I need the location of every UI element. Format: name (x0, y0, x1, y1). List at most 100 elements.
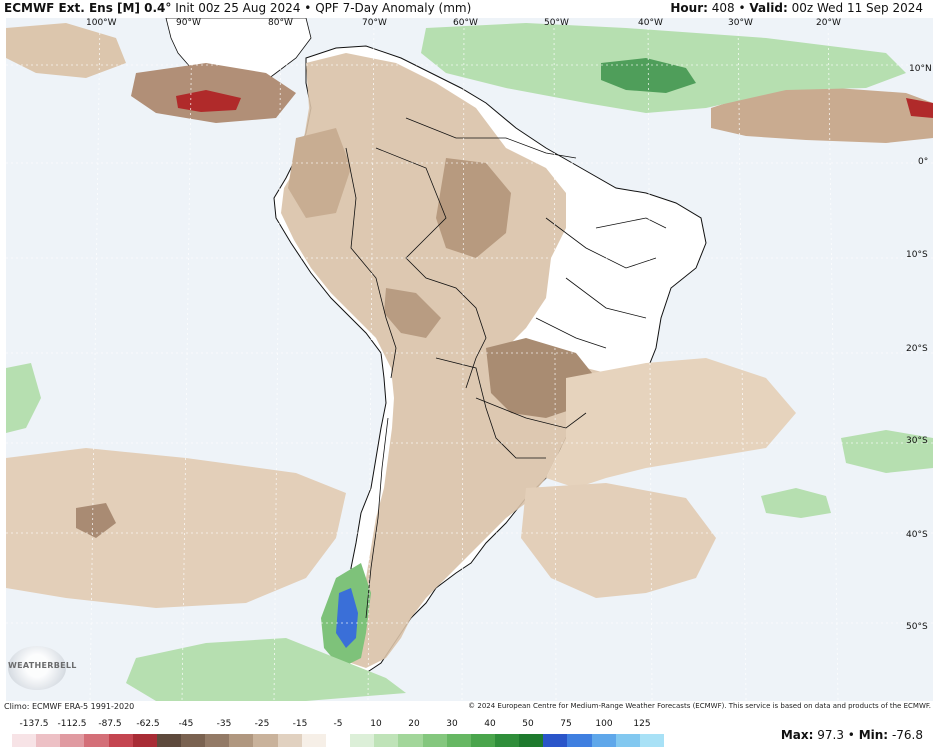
colorbar-label: 100 (595, 719, 613, 729)
lon-label: 30°W (728, 18, 753, 28)
colorbar-label: 20 (408, 719, 420, 729)
lat-label: 10°N (909, 64, 932, 74)
wet-anomaly-south-atlantic-patch (761, 488, 831, 518)
valid-value: 00z Wed 11 Sep 2024 (791, 1, 923, 15)
colorbar-swatch (639, 734, 665, 747)
colorbar-label: -5 (333, 719, 343, 729)
hour-label: Hour: (670, 1, 708, 15)
dry-anomaly-caribbean (6, 23, 126, 78)
max-value: 97.3 (817, 728, 844, 742)
colorbar-swatch (84, 734, 110, 747)
colorbar-swatch (156, 734, 182, 747)
colorbar-swatch (205, 734, 230, 747)
dry-anomaly-equatorial-atlantic (711, 88, 933, 143)
colorbar-swatch (398, 734, 423, 747)
lon-label: 50°W (544, 18, 569, 28)
wet-anomaly-patagonia-blue (336, 588, 358, 648)
copyright-notice: © 2024 European Centre for Medium-Range … (468, 702, 931, 710)
max-min-readout: Max: 97.3 • Min: -76.8 (781, 728, 923, 742)
colorbar-swatch (615, 734, 641, 747)
dry-anomaly-land (281, 53, 646, 668)
model-name: ECMWF Ext. Ens [M] 0.4° (4, 1, 172, 15)
colorbar-swatch (325, 734, 351, 747)
border-argentina-north (435, 357, 546, 459)
colorbar-swatch (422, 734, 448, 747)
lon-label: 90°W (176, 18, 201, 28)
colorbar-label: 40 (484, 719, 496, 729)
product-name: QPF 7-Day Anomaly (mm) (315, 1, 472, 15)
lat-label: 10°S (906, 250, 928, 260)
graticule (6, 18, 933, 701)
wet-anomaly-west-pacific (6, 363, 41, 433)
precipitation-anomaly-map: 100°W 90°W 80°W 70°W 60°W 50°W 40°W 30°W… (6, 18, 933, 701)
forecast-time: Hour: 408 • Valid: 00z Wed 11 Sep 2024 (670, 1, 923, 15)
colorbar-swatch (519, 734, 544, 747)
lon-label: 100°W (86, 18, 117, 28)
border-brazil-south (475, 397, 587, 429)
colorbar: -137.5 -112.5 -87.5 -62.5 -45 -35 -25 -15 -5 10 20… (8, 719, 668, 755)
dry-anomaly-red-core (176, 90, 241, 112)
colorbar-label: -35 (216, 719, 232, 729)
colorbar-swatch (350, 734, 375, 747)
colorbar-label: -87.5 (98, 719, 122, 729)
colorbar-swatch (277, 734, 303, 747)
valid-label: Valid: (749, 1, 788, 15)
dry-anomaly-south-pacific (6, 448, 346, 608)
min-value: -76.8 (891, 728, 923, 742)
dry-anomaly-pacific-core (76, 503, 116, 538)
lon-label: 80°W (268, 18, 293, 28)
border-andes (345, 147, 397, 379)
lat-label: 50°S (906, 622, 928, 632)
dry-anomaly-core-amazon (436, 158, 511, 258)
border-brazil-west (375, 147, 487, 389)
colorbar-swatch (470, 734, 496, 747)
colorbar-label: 10 (370, 719, 382, 729)
map-header: ECMWF Ext. Ens [M] 0.4° Init 00z 25 Aug … (0, 0, 937, 18)
colorbar-swatch (301, 734, 327, 747)
wet-anomaly-east-atlantic (841, 430, 933, 473)
map-canvas (6, 18, 933, 701)
lat-label: 40°S (906, 530, 928, 540)
colorbar-label: -112.5 (57, 719, 87, 729)
colorbar-swatch (591, 734, 617, 747)
colorbar-swatch (494, 734, 520, 747)
climo-source: Climo: ECMWF ERA-5 1991-2020 (4, 702, 135, 711)
colorbar-swatch (181, 734, 206, 747)
dry-anomaly-south-atlantic (546, 358, 796, 488)
colorbar-swatch (12, 734, 37, 747)
dry-anomaly-red-atlantic (906, 98, 933, 118)
colorbar-swatch (253, 734, 279, 747)
separator: • (738, 1, 746, 15)
lat-label: 0° (918, 157, 929, 167)
init-time: Init 00z 25 Aug 2024 (175, 1, 301, 15)
map-title: ECMWF Ext. Ens [M] 0.4° Init 00z 25 Aug … (4, 1, 471, 15)
separator: • (304, 1, 312, 15)
colorbar-label: 50 (522, 719, 534, 729)
dry-anomaly-peru (384, 288, 441, 338)
colorbar-swatch (567, 734, 593, 747)
colorbar-label: -45 (178, 719, 194, 729)
colorbar-swatch (229, 734, 254, 747)
colorbar-swatch (543, 734, 568, 747)
lat-label: 20°S (906, 344, 928, 354)
wet-anomaly-south-pacific (126, 638, 406, 701)
dry-anomaly-andes-north (288, 128, 351, 218)
lon-label: 40°W (638, 18, 663, 28)
colorbar-swatch (108, 734, 134, 747)
lon-label: 20°W (816, 18, 841, 28)
colorbar-swatch (132, 734, 158, 747)
border-brazil-north (405, 117, 577, 159)
separator: • (847, 728, 855, 742)
country-borders (345, 117, 667, 619)
hour-value: 408 (711, 1, 735, 15)
min-label: Min: (858, 728, 889, 742)
lon-label: 70°W (362, 18, 387, 28)
max-label: Max: (780, 728, 814, 742)
colorbar-label: -137.5 (19, 719, 49, 729)
colorbar-label: -62.5 (136, 719, 160, 729)
lon-label: 60°W (453, 18, 478, 28)
colorbar-label: 30 (446, 719, 458, 729)
colorbar-label: -25 (254, 719, 270, 729)
colorbar-swatch (60, 734, 85, 747)
colorbar-swatch (446, 734, 472, 747)
